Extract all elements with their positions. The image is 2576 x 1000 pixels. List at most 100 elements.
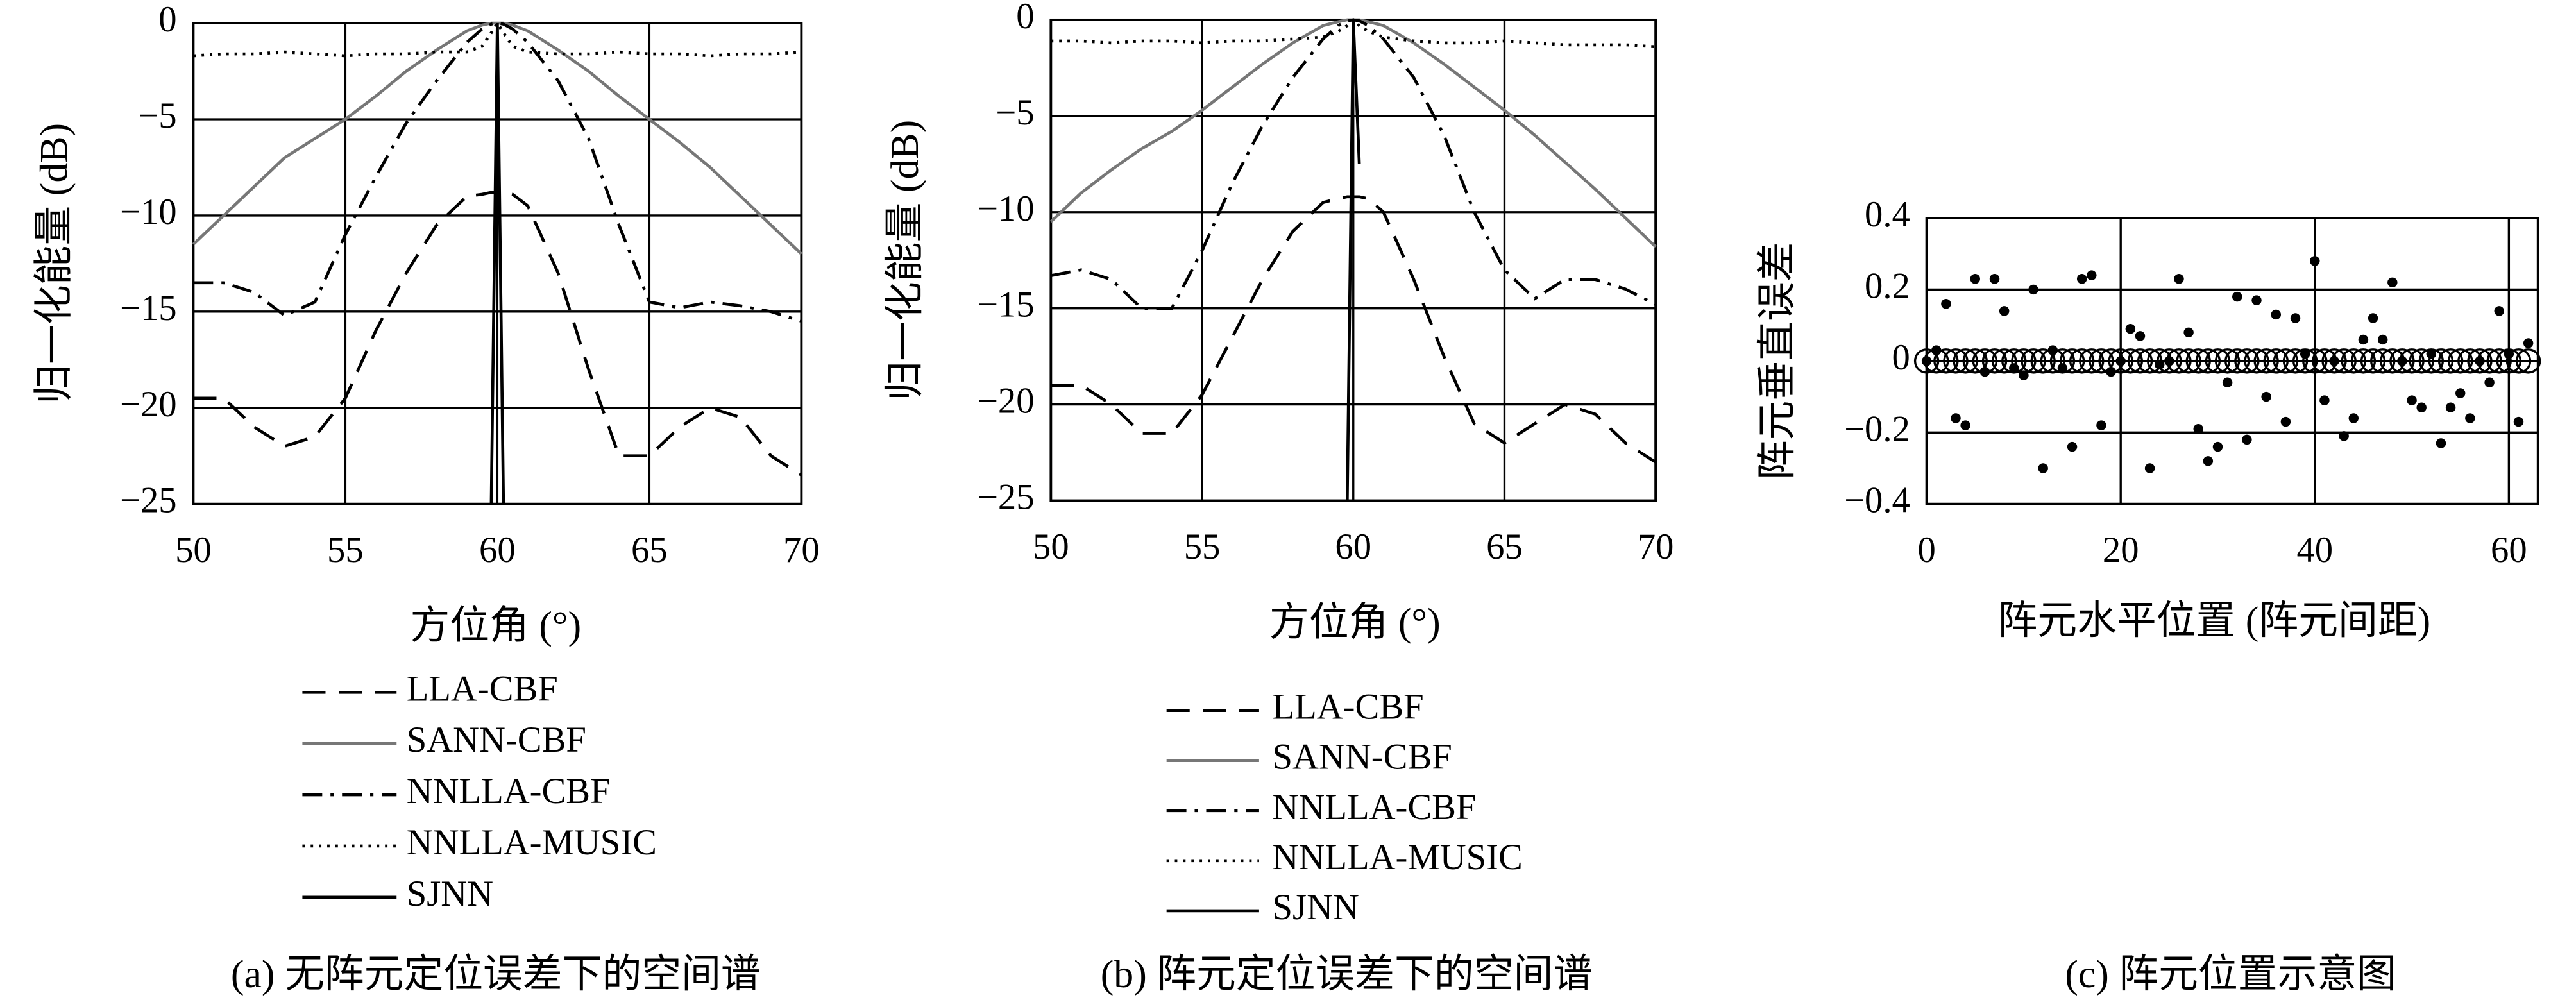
marker-circle [1962, 348, 1988, 374]
marker-circle [2176, 348, 2201, 374]
marker-dot [2475, 356, 2485, 366]
x-tick-label: 70 [1638, 527, 1674, 567]
marker-circle [2389, 348, 2415, 374]
marker-dot [2377, 334, 2388, 345]
marker-dot [2067, 441, 2078, 452]
y-tick-label: −25 [978, 478, 1035, 518]
marker-dot [2387, 277, 2398, 288]
marker-circle [2205, 348, 2231, 374]
marker-dot [2038, 463, 2048, 473]
marker-dot [2242, 434, 2252, 445]
marker-dot [2212, 441, 2223, 452]
marker-dot [2193, 423, 2203, 434]
marker-dot [1960, 420, 1970, 430]
marker-dot [2009, 363, 2019, 373]
y-axis-label: 阵元垂直误差 [1756, 242, 1799, 480]
marker-dot [2144, 463, 2155, 473]
line [193, 191, 802, 477]
marker-dot [2319, 395, 2330, 405]
marker-dot [2183, 327, 2194, 338]
marker-circle [2089, 348, 2114, 374]
marker-circle [2030, 348, 2056, 374]
marker-dot [1979, 366, 1990, 377]
x-tick-label: 50 [1033, 527, 1069, 567]
marker-circle [2350, 348, 2377, 374]
chart: −25 −20 −15 −10 −5 0 50 55 60 65 70 归一化能量 (dB) 方位角 (… [32, 0, 819, 996]
marker-circle [2341, 348, 2367, 374]
marker-dot [2271, 309, 2281, 320]
x-axis-label: 方位角 (°) [1269, 600, 1441, 644]
marker-circle [1991, 348, 2017, 374]
marker-dot [1931, 345, 1942, 355]
marker-dot [2426, 348, 2437, 359]
y-tick-label: −0.2 [1844, 409, 1910, 449]
y-tick-label: 0 [1892, 338, 1910, 378]
marker-circle [2069, 348, 2095, 374]
marker-dot [2280, 416, 2291, 427]
marker-circle [2409, 348, 2434, 374]
legend-label: SJNN [407, 874, 493, 914]
marker-dot [2310, 256, 2320, 266]
y-tick-label: −10 [978, 189, 1035, 229]
y-tick-label: −20 [120, 385, 177, 425]
marker-dot [2222, 377, 2233, 388]
marker-dot [2019, 370, 2029, 380]
marker-circle [2448, 348, 2473, 374]
marker-circle [1943, 348, 1969, 374]
marker-dot [1970, 274, 1980, 284]
y-tick-label: 0 [158, 0, 176, 40]
y-tick-label: −25 [120, 481, 177, 521]
x-tick-label: 60 [479, 530, 516, 570]
x-tick-label: 40 [2296, 530, 2333, 570]
marker-dot [2251, 295, 2262, 305]
marker-circle [2021, 348, 2046, 374]
marker-dot [2445, 402, 2456, 413]
line [489, 23, 505, 504]
line [1346, 19, 1361, 501]
marker-dot [2407, 395, 2417, 405]
marker-circle [1981, 348, 2008, 374]
marker-dot [1951, 413, 1961, 423]
marker-dot [2523, 338, 2534, 348]
marker-circle [2253, 348, 2279, 374]
marker-dot [2096, 420, 2106, 430]
marker-circle [2195, 348, 2221, 374]
x-tick-label: 0 [1917, 530, 1935, 570]
legend-label: SANN-CBF [1273, 738, 1452, 777]
marker-dot [2484, 377, 2495, 388]
marker-dot [1921, 356, 1932, 366]
marker-dot [2436, 438, 2446, 448]
marker-circle [2302, 348, 2328, 374]
marker-dot [2047, 345, 2058, 355]
line [193, 21, 802, 323]
marker-circle [2515, 348, 2541, 374]
legend-label: SANN-CBF [407, 720, 586, 760]
marker-dot [2348, 413, 2359, 423]
line [1051, 195, 1657, 464]
x-tick-label: 20 [2103, 530, 2139, 570]
marker-circle [2273, 348, 2299, 374]
marker-dot [2164, 356, 2174, 366]
marker-circle [2224, 348, 2250, 374]
marker-circle [2505, 348, 2532, 374]
caption: (a) 无阵元定位误差下的空间谱 [231, 953, 761, 996]
y-tick-label: −5 [996, 93, 1034, 133]
caption: (c) 阵元位置示意图 [2065, 953, 2396, 996]
marker-circle [2467, 348, 2493, 374]
marker-dot [2057, 363, 2068, 373]
marker-dot [2290, 313, 2301, 323]
marker-dot [2076, 274, 2087, 284]
x-tick-label: 65 [631, 530, 668, 570]
y-tick-label: −20 [978, 382, 1035, 421]
legend-label: LLA-CBF [407, 669, 558, 709]
marker-circle [2369, 348, 2396, 374]
x-tick-label: 60 [2491, 530, 2527, 570]
marker-dot [2455, 388, 2466, 398]
legend-label: SJNN [1273, 888, 1359, 928]
marker-dot [1989, 274, 2000, 284]
caption: (b) 阵元定位误差下的空间谱 [1101, 953, 1593, 996]
marker-dot [2329, 356, 2339, 366]
x-axis-label: 阵元水平位置 (阵元间距) [1997, 599, 2430, 643]
marker-circle [2486, 348, 2512, 374]
